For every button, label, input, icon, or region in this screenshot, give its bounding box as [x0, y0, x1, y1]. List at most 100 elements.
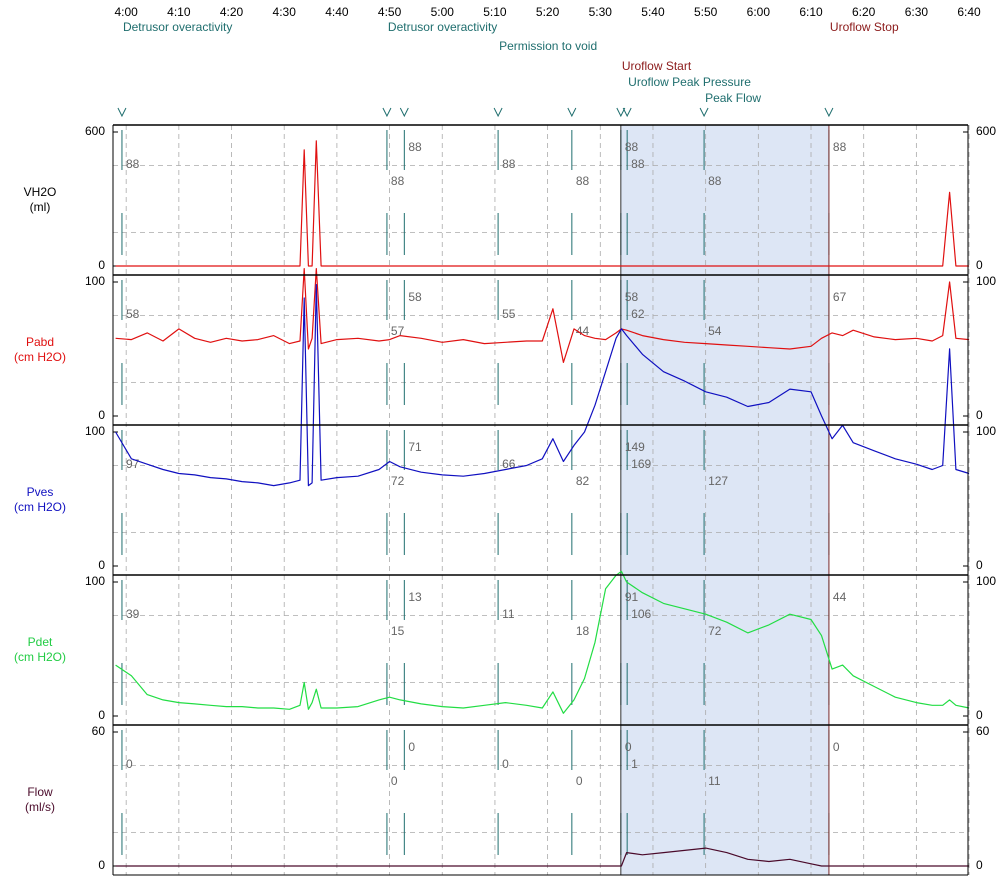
event-label: Uroflow Start: [622, 59, 692, 73]
event-value: 106: [631, 607, 651, 621]
event-value: 88: [631, 157, 645, 171]
y-tick-label-right: 0: [976, 858, 983, 872]
y-tick-label: 0: [98, 558, 105, 572]
event-value: 55: [502, 307, 516, 321]
y-tick-label: 0: [98, 858, 105, 872]
y-tick-label-right: 600: [976, 124, 996, 138]
y-tick-label-right: 0: [976, 708, 983, 722]
event-value: 58: [625, 290, 639, 304]
event-value: 0: [408, 740, 415, 754]
event-value: 88: [708, 174, 722, 188]
event-value: 88: [126, 157, 140, 171]
time-tick-label: 4:30: [273, 5, 297, 19]
event-label: Uroflow Peak Pressure: [628, 75, 751, 89]
event-value: 149: [625, 440, 645, 454]
time-tick-label: 4:20: [220, 5, 244, 19]
time-tick-label: 4:50: [378, 5, 402, 19]
event-marker: [699, 107, 709, 118]
event-value: 13: [408, 590, 422, 604]
event-value: 11: [708, 774, 721, 788]
panel-unit: (ml): [30, 200, 51, 214]
event-value: 127: [708, 474, 728, 488]
event-label: Uroflow Stop: [830, 20, 899, 34]
event-label: Detrusor overactivity: [388, 20, 497, 34]
time-tick-label: 4:40: [325, 5, 349, 19]
event-value: 0: [126, 757, 133, 771]
y-tick-label-right: 100: [976, 574, 996, 588]
panel-unit: (cm H2O): [14, 350, 66, 364]
event-marker: [824, 107, 834, 118]
event-marker: [616, 107, 626, 118]
event-value: 88: [833, 140, 847, 154]
event-value: 72: [391, 474, 405, 488]
time-tick-label: 5:40: [641, 5, 665, 19]
time-tick-label: 6:10: [799, 5, 823, 19]
time-tick-label: 5:20: [536, 5, 560, 19]
time-tick-label: 6:20: [852, 5, 876, 19]
event-value: 88: [576, 174, 590, 188]
time-tick-label: 4:00: [114, 5, 138, 19]
event-value: 44: [576, 324, 590, 338]
event-label: Detrusor overactivity: [123, 20, 232, 34]
panel-unit: (ml/s): [25, 800, 55, 814]
event-marker: [622, 107, 632, 118]
panel-label: Pdet: [28, 635, 53, 649]
void-interval: [620, 125, 829, 875]
event-value: 58: [408, 290, 422, 304]
y-tick-label: 100: [85, 574, 105, 588]
panel-label: Pabd: [26, 335, 54, 349]
event-value: 57: [391, 324, 405, 338]
trace: [115, 268, 970, 363]
event-value: 88: [408, 140, 422, 154]
event-value: 1: [631, 757, 638, 771]
event-value: 67: [833, 290, 847, 304]
time-tick-label: 6:40: [957, 5, 981, 19]
y-tick-label: 60: [92, 724, 106, 738]
event-value: 15: [391, 624, 405, 638]
event-marker: [493, 107, 503, 118]
event-marker: [382, 107, 392, 118]
y-tick-label: 0: [98, 708, 105, 722]
trace: [115, 847, 970, 867]
time-tick-label: 4:10: [167, 5, 191, 19]
event-value: 169: [631, 457, 651, 471]
event-value: 91: [625, 590, 639, 604]
time-tick-label: 6:00: [747, 5, 771, 19]
y-tick-label-right: 0: [976, 558, 983, 572]
time-tick-label: 5:50: [694, 5, 718, 19]
event-value: 88: [625, 140, 639, 154]
y-tick-label: 600: [85, 124, 105, 138]
event-value: 72: [708, 624, 722, 638]
event-marker: [567, 107, 577, 118]
panel-label: Pves: [27, 485, 54, 499]
time-tick-label: 5:10: [483, 5, 507, 19]
panel-label: VH2O: [24, 185, 57, 199]
panel-unit: (cm H2O): [14, 650, 66, 664]
y-tick-label: 0: [98, 408, 105, 422]
event-value: 18: [576, 624, 590, 638]
event-value: 0: [576, 774, 583, 788]
event-value: 0: [833, 740, 840, 754]
y-tick-label-right: 0: [976, 258, 983, 272]
event-marker: [399, 107, 409, 118]
y-tick-label: 0: [98, 258, 105, 272]
time-tick-label: 5:00: [431, 5, 455, 19]
event-value: 11: [502, 607, 515, 621]
event-value: 44: [833, 590, 847, 604]
event-value: 71: [408, 440, 422, 454]
event-value: 0: [625, 740, 632, 754]
event-value: 0: [391, 774, 398, 788]
trace: [115, 284, 970, 487]
y-tick-label: 100: [85, 424, 105, 438]
y-tick-label-right: 100: [976, 274, 996, 288]
trace: [115, 570, 970, 714]
event-value: 39: [126, 607, 140, 621]
panel-unit: (cm H2O): [14, 500, 66, 514]
event-value: 58: [126, 307, 140, 321]
panel-label: Flow: [27, 785, 53, 799]
time-tick-label: 6:30: [905, 5, 929, 19]
y-tick-label-right: 0: [976, 408, 983, 422]
